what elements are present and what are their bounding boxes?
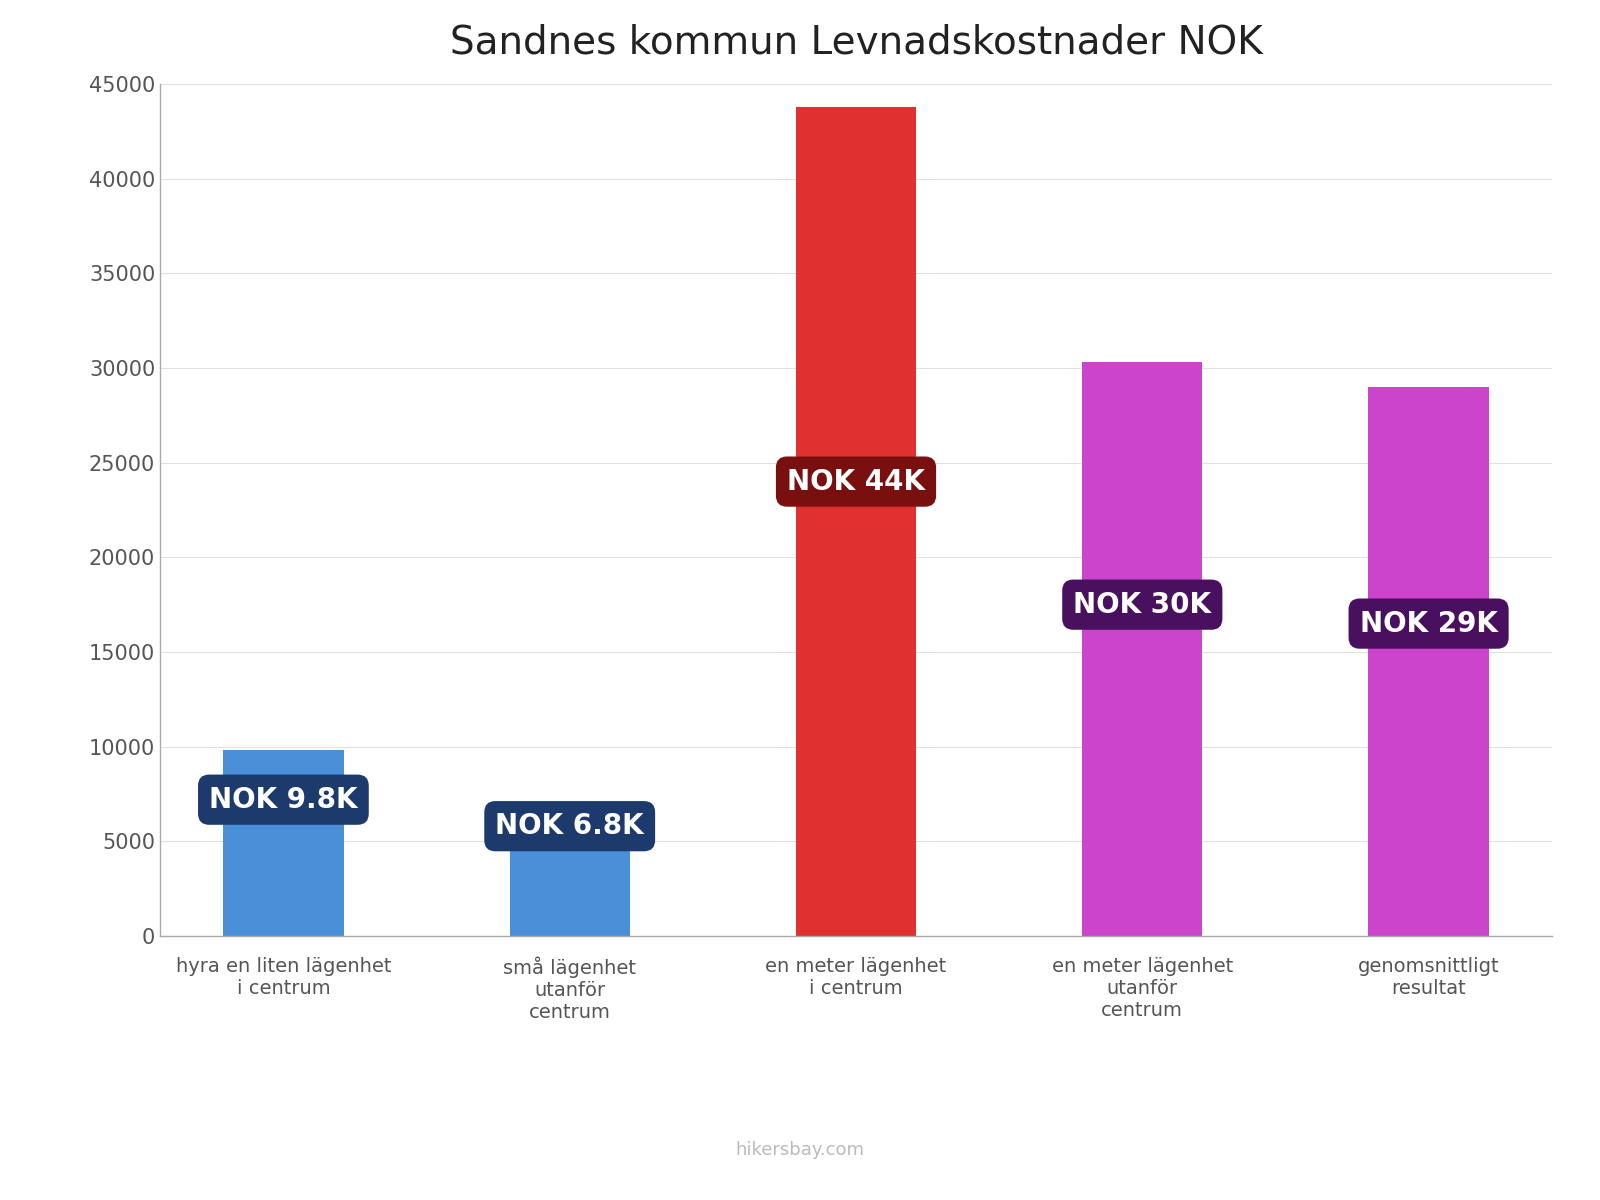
Bar bbox=[224, 750, 344, 936]
Text: NOK 29K: NOK 29K bbox=[1360, 610, 1498, 637]
Text: hikersbay.com: hikersbay.com bbox=[736, 1140, 864, 1159]
Text: NOK 9.8K: NOK 9.8K bbox=[210, 786, 358, 814]
Bar bbox=[1368, 386, 1488, 936]
Text: NOK 44K: NOK 44K bbox=[787, 468, 925, 496]
Text: NOK 30K: NOK 30K bbox=[1074, 590, 1211, 619]
Bar bbox=[509, 808, 630, 936]
Text: NOK 6.8K: NOK 6.8K bbox=[496, 812, 645, 840]
Bar bbox=[795, 107, 917, 936]
Title: Sandnes kommun Levnadskostnader NOK: Sandnes kommun Levnadskostnader NOK bbox=[450, 24, 1262, 61]
Bar bbox=[1082, 362, 1203, 936]
